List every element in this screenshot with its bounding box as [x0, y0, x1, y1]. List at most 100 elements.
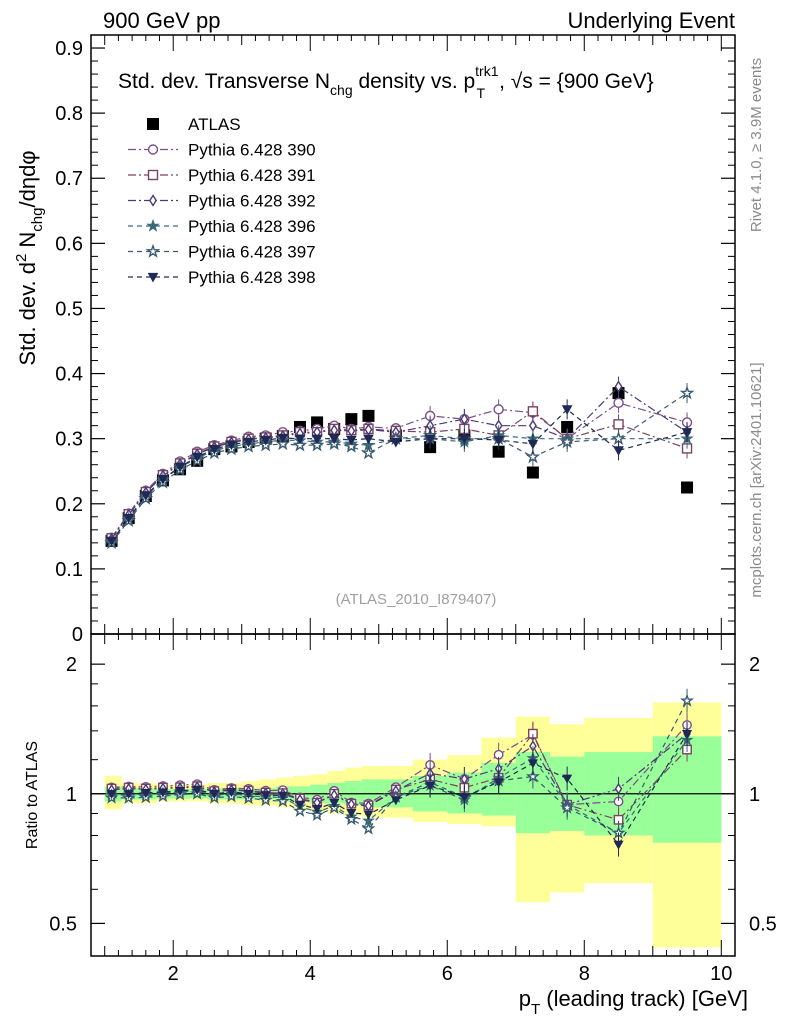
mcplots-label: mcplots.cern.ch [arXiv:2401.10621]: [748, 362, 765, 597]
legend-label-pythia-6-428-396: Pythia 6.428 396: [188, 217, 316, 236]
point-pythia-6-428-397: [559, 434, 575, 449]
point-pythia-6-428-397: [309, 437, 325, 452]
point-pythia-6-428-398: [459, 434, 470, 445]
ratio-line-pythia-6-428-398: [111, 733, 688, 846]
ratio-point-pythia-6-428-398: [140, 789, 151, 799]
legend-marker-pythia-6-428-398: [147, 272, 159, 283]
point-pythia-6-428-398: [260, 435, 272, 446]
point-pythia-6-428-398: [681, 428, 693, 438]
point-pythia-6-428-392: [347, 424, 356, 438]
series-line-pythia-6-428-390: [111, 402, 688, 538]
main-y-tick-label: 0.6: [55, 233, 83, 255]
point-pythia-6-428-398: [140, 491, 152, 501]
point-pythia-6-428-398: [493, 435, 504, 446]
point-pythia-6-428-398: [106, 536, 117, 547]
header-right: Underlying Event: [567, 8, 735, 33]
point-pythia-6-428-398: [527, 439, 539, 450]
legend-marker-atlas: [147, 118, 159, 130]
legend-label-pythia-6-428-398: Pythia 6.428 398: [188, 268, 316, 287]
legend-marker-pythia-6-428-396: [146, 218, 160, 232]
ratio-point-pythia-6-428-398: [425, 781, 436, 791]
main-y-tick-label: 0: [72, 624, 83, 646]
x-axis-label: pT (leading track) [GeV]: [519, 986, 748, 1018]
ratio-point-pythia-6-428-397: [680, 693, 695, 707]
ratio-point-pythia-6-428-398: [277, 791, 288, 801]
ratio-point-pythia-6-428-398: [329, 799, 340, 809]
ratio-point-pythia-6-428-397: [361, 821, 376, 835]
point-pythia-6-428-398: [363, 434, 374, 445]
point-atlas: [362, 409, 375, 422]
legend-marker-pythia-6-428-397: [145, 243, 161, 258]
point-pythia-6-428-398: [277, 433, 289, 444]
legend-marker-pythia-6-428-391: [147, 169, 159, 181]
ratio-point-pythia-6-428-398: [527, 759, 538, 769]
main-y-tick-label: 0.1: [55, 559, 83, 581]
point-pythia-6-428-398: [174, 462, 186, 473]
ratio-uncertainty-bands: [104, 702, 722, 948]
point-pythia-6-428-390: [493, 404, 504, 415]
ratio-y-tick-label-left: 1: [66, 784, 77, 806]
plot-title: Std. dev. Transverse Nchg density vs. pt…: [118, 63, 654, 101]
ratio-point-pythia-6-428-398: [681, 729, 693, 740]
main-y-tick-label: 0.4: [55, 364, 83, 386]
main-y-tick-label: 0.8: [55, 103, 83, 125]
point-pythia-6-428-398: [294, 434, 306, 445]
ratio-y-tick-label-right: 2: [749, 654, 760, 676]
main-y-tick-label: 0.9: [55, 38, 83, 60]
point-pythia-6-428-391: [527, 406, 539, 417]
ratio-point-pythia-6-428-392: [614, 782, 623, 795]
legend-label-pythia-6-428-392: Pythia 6.428 392: [188, 192, 316, 211]
ratio-point-pythia-6-428-397: [560, 800, 575, 814]
legend-marker-pythia-6-428-392: [149, 194, 157, 207]
series-line-pythia-6-428-398: [111, 408, 688, 542]
ratio-point-pythia-6-428-392: [347, 798, 356, 811]
x-tick-label: 10: [710, 963, 732, 985]
ratio-plot-frame: [90, 633, 736, 957]
point-pythia-6-428-397: [679, 385, 695, 400]
point-pythia-6-428-398: [208, 444, 220, 455]
ratio-point-pythia-6-428-398: [294, 800, 306, 810]
ratio-point-pythia-6-428-398: [312, 804, 323, 814]
point-pythia-6-428-398: [243, 437, 254, 448]
analysis-tag: (ATLAS_2010_I879407): [336, 591, 497, 608]
ratio-plot-series: [104, 688, 695, 857]
point-pythia-6-428-398: [311, 434, 323, 445]
point-pythia-6-428-398: [424, 434, 436, 445]
x-tick-label: 6: [442, 963, 453, 985]
point-pythia-6-428-398: [613, 446, 624, 456]
point-pythia-6-428-397: [292, 437, 308, 452]
ratio-point-pythia-6-428-398: [493, 778, 504, 788]
ratio-point-pythia-6-428-398: [390, 796, 401, 806]
point-pythia-6-428-398: [191, 452, 203, 463]
rivet-version-label: Rivet 4.1.0, ≥ 3.9M events: [748, 58, 765, 232]
ratio-point-pythia-6-428-397: [525, 769, 540, 783]
point-pythia-6-428-398: [123, 514, 135, 524]
point-atlas: [345, 413, 358, 426]
series-line-pythia-6-428-396: [111, 434, 687, 542]
ratio-point-pythia-6-428-398: [123, 789, 134, 800]
point-pythia-6-428-391: [613, 419, 624, 430]
point-pythia-6-428-390: [613, 397, 624, 409]
ratio-point-pythia-6-428-398: [346, 808, 357, 819]
ratio-point-pythia-6-428-397: [292, 803, 307, 817]
ratio-point-pythia-6-428-398: [363, 810, 374, 820]
ratio-point-pythia-6-428-398: [613, 840, 624, 850]
point-pythia-6-428-392: [460, 412, 469, 426]
point-pythia-6-428-392: [364, 423, 373, 436]
ratio-point-pythia-6-428-398: [243, 789, 254, 800]
legend-label-pythia-6-428-390: Pythia 6.428 390: [188, 141, 316, 160]
ratio-y-tick-label-left: 2: [66, 654, 77, 676]
main-y-tick-label: 0.7: [55, 168, 83, 190]
main-y-axis-label: Std. dev. d2 Nchg/dηdφ: [13, 150, 46, 365]
point-atlas: [526, 466, 539, 479]
ratio-point-pythia-6-428-398: [175, 786, 186, 797]
ratio-point-pythia-6-428-392: [460, 773, 469, 785]
legend-label-pythia-6-428-391: Pythia 6.428 391: [188, 166, 316, 185]
x-tick-label: 4: [305, 963, 316, 985]
main-y-tick-label: 0.2: [55, 494, 83, 516]
legend-marker-pythia-6-428-390: [147, 144, 159, 155]
legend: ATLAS Pythia 6.428 390 Pythia 6.428 391 Pyt…: [128, 115, 316, 287]
point-pythia-6-428-398: [345, 435, 357, 446]
ratio-point-pythia-6-428-398: [260, 791, 271, 801]
ratio-point-pythia-6-428-398: [192, 785, 203, 795]
